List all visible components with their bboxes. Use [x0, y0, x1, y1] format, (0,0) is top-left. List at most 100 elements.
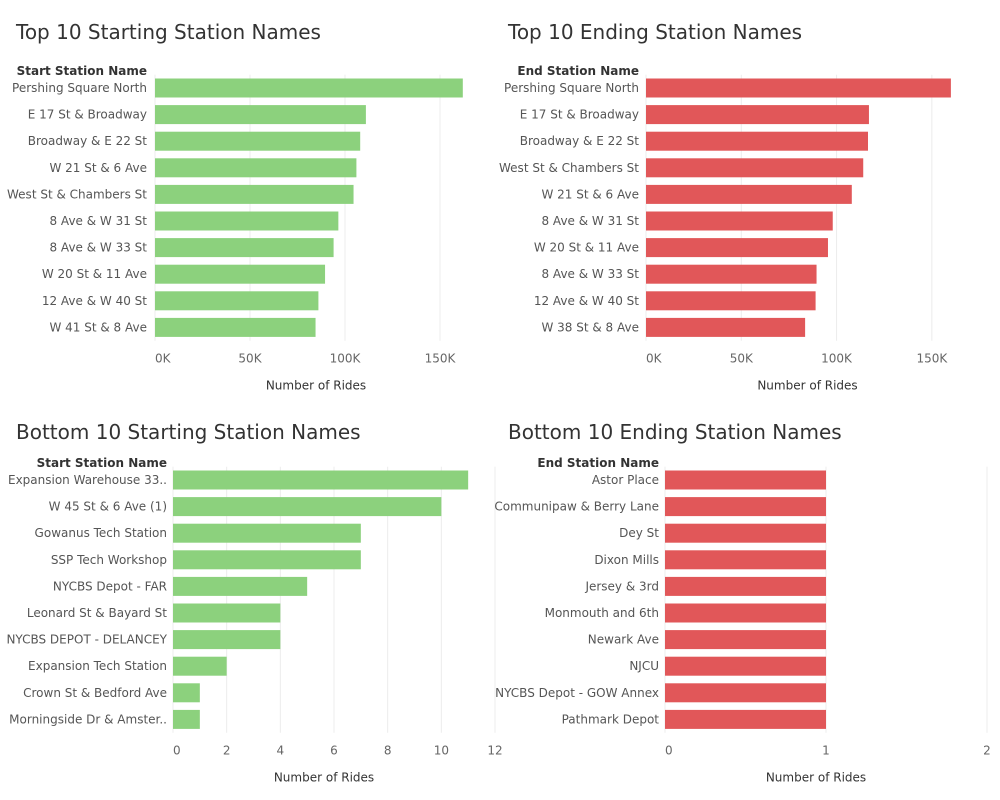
x-axis-title: Number of Rides: [766, 771, 866, 785]
row-header: Start Station Name: [17, 64, 147, 78]
x-tick-label: 0: [173, 744, 181, 758]
x-tick-label: 1: [822, 744, 830, 758]
category-label: Pathmark Depot: [562, 712, 660, 726]
category-label: Expansion Warehouse 33..: [8, 473, 167, 487]
bar: [155, 291, 319, 311]
bar: [646, 184, 852, 204]
category-label: NYCBS DEPOT - DELANCEY: [6, 633, 167, 647]
category-label: E 17 St & Broadway: [28, 108, 147, 122]
x-tick-label: 150K: [916, 352, 948, 366]
bar: [665, 523, 826, 543]
category-label: Monmouth and 6th: [545, 606, 659, 620]
bar: [173, 603, 281, 623]
category-label: Expansion Tech Station: [28, 659, 167, 673]
category-label: 8 Ave & W 33 St: [541, 267, 639, 281]
bar: [155, 238, 334, 258]
category-label: Crown St & Bedford Ave: [23, 686, 167, 700]
category-label: Pershing Square North: [504, 81, 639, 95]
bar: [665, 603, 826, 623]
x-tick-label: 0K: [155, 352, 172, 366]
bar: [155, 158, 357, 178]
bar: [155, 131, 361, 151]
x-tick-label: 50K: [238, 352, 262, 366]
chart-title: Bottom 10 Ending Station Names: [508, 420, 842, 444]
x-tick-label: 2: [983, 744, 991, 758]
category-label: Pershing Square North: [12, 81, 147, 95]
x-tick-label: 50K: [730, 352, 754, 366]
bar: [646, 238, 828, 258]
x-tick-label: 12: [487, 744, 502, 758]
category-label: Jersey & 3rd: [584, 579, 659, 593]
category-label: Broadway & E 22 St: [520, 134, 640, 148]
chart-plot: Start Station Name Expansion Warehouse 33…: [6, 456, 502, 785]
x-tick-label: 100K: [821, 352, 853, 366]
chart-plot: End Station Name Pershing Square North E 1…: [499, 64, 951, 393]
bar: [173, 550, 361, 570]
category-label: Astor Place: [592, 473, 659, 487]
bar: [665, 497, 826, 517]
bar: [646, 264, 817, 284]
bar: [173, 470, 469, 490]
chart-plot: End Station Name Astor Place Communipaw & …: [494, 456, 991, 785]
bar: [665, 709, 826, 729]
chart-title: Top 10 Starting Station Names: [16, 20, 321, 44]
chart-title: Bottom 10 Starting Station Names: [16, 420, 361, 444]
bar: [665, 576, 826, 596]
category-label: 8 Ave & W 33 St: [49, 241, 147, 255]
bar: [173, 576, 308, 596]
bar: [173, 523, 361, 543]
x-axis-title: Number of Rides: [266, 379, 366, 393]
bar: [173, 630, 281, 650]
bar: [646, 78, 951, 98]
category-label: W 45 St & 6 Ave (1): [49, 500, 167, 514]
category-label: 12 Ave & W 40 St: [534, 294, 639, 308]
category-label: Gowanus Tech Station: [35, 526, 167, 540]
x-tick-label: 6: [330, 744, 338, 758]
bar: [665, 656, 826, 676]
category-label: West St & Chambers St: [7, 187, 147, 201]
bar: [646, 291, 816, 311]
category-label: 8 Ave & W 31 St: [541, 214, 639, 228]
x-tick-label: 10: [434, 744, 449, 758]
category-label: NYCBS Depot - FAR: [53, 579, 167, 593]
bar: [646, 105, 869, 125]
category-label: W 21 St & 6 Ave: [49, 161, 147, 175]
bar: [646, 211, 833, 231]
row-header: End Station Name: [517, 64, 639, 78]
category-label: SSP Tech Workshop: [51, 553, 167, 567]
bar: [646, 131, 868, 151]
chart-plot: Start Station Name Pershing Square North E…: [7, 64, 463, 393]
bottom-starting-stations-chart: Bottom 10 Starting Station Names Start S…: [0, 400, 502, 800]
category-label: Broadway & E 22 St: [28, 134, 148, 148]
x-tick-label: 4: [277, 744, 285, 758]
x-tick-label: 2: [223, 744, 231, 758]
x-tick-label: 150K: [425, 352, 457, 366]
category-label: W 20 St & 11 Ave: [534, 241, 639, 255]
x-axis-title: Number of Rides: [274, 771, 374, 785]
top-starting-stations-chart: Top 10 Starting Station Names Start Stat…: [0, 0, 500, 400]
category-label: Leonard St & Bayard St: [27, 606, 167, 620]
category-label: E 17 St & Broadway: [520, 108, 639, 122]
top-ending-stations-chart: Top 10 Ending Station Names End Station …: [499, 0, 1000, 400]
bar: [665, 683, 826, 703]
x-tick-label: 0K: [646, 352, 663, 366]
bar: [646, 158, 864, 178]
category-label: NYCBS Depot - GOW Annex: [495, 686, 659, 700]
bar: [665, 470, 826, 490]
category-label: W 41 St & 8 Ave: [49, 320, 147, 334]
x-axis-title: Number of Rides: [757, 379, 857, 393]
category-label: Dixon Mills: [594, 553, 659, 567]
category-label: West St & Chambers St: [499, 161, 639, 175]
row-header: Start Station Name: [37, 456, 167, 470]
bar: [173, 656, 227, 676]
category-label: Newark Ave: [588, 633, 659, 647]
bar: [155, 264, 326, 284]
category-label: W 38 St & 8 Ave: [541, 320, 639, 334]
chart-title: Top 10 Ending Station Names: [508, 20, 803, 44]
bar: [155, 105, 366, 125]
bar: [155, 317, 316, 337]
bar: [155, 211, 339, 231]
row-header: End Station Name: [537, 456, 659, 470]
category-label: Morningside Dr & Amster..: [9, 712, 167, 726]
bar: [665, 550, 826, 570]
